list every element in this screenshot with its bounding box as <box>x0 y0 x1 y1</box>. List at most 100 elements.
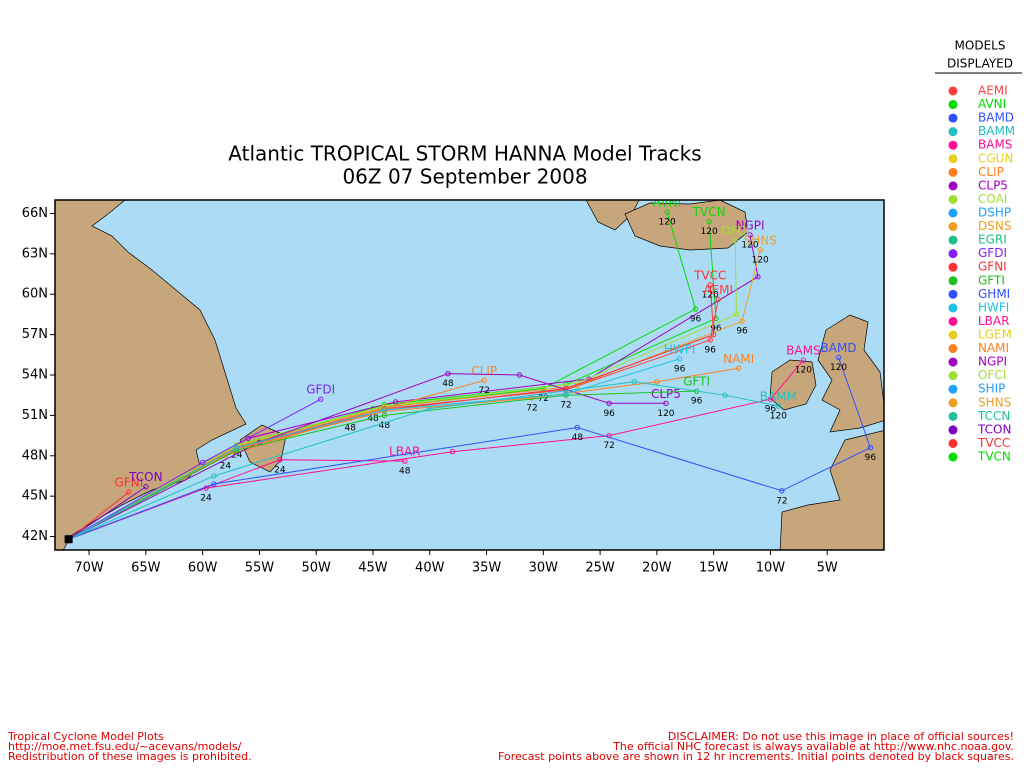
hour-label: 96 <box>603 409 615 419</box>
track-point <box>664 209 670 215</box>
footer-left: Tropical Cyclone Model Plots <box>7 730 164 743</box>
hour-label: 120 <box>830 363 847 373</box>
track-point <box>654 379 660 385</box>
hour-label: 96 <box>691 397 703 407</box>
legend-dot <box>948 86 958 96</box>
legend-label: NGPI <box>978 355 1007 369</box>
track-point <box>199 459 206 466</box>
hour-label: 72 <box>526 403 537 413</box>
track-point <box>245 435 251 441</box>
track-point <box>143 484 149 490</box>
hour-label: 72 <box>603 441 614 451</box>
legend-label: OFCI <box>978 368 1006 382</box>
hour-label: 96 <box>674 364 686 374</box>
track-point <box>755 274 761 280</box>
legend-label: GFDI <box>978 246 1007 260</box>
hour-label: 48 <box>572 433 584 443</box>
legend-dot <box>948 113 958 123</box>
hour-label: 48 <box>345 424 357 434</box>
hour-label: 24 <box>200 494 212 504</box>
legend-label: COAI <box>978 192 1007 206</box>
hour-label: 96 <box>690 315 702 325</box>
hour-label: 96 <box>705 346 717 356</box>
track-label: SHNS <box>744 233 777 247</box>
track-label: OFCI <box>721 224 749 238</box>
legend-dot <box>948 181 958 191</box>
x-tick-label: 30W <box>529 561 559 576</box>
legend-label: LBAR <box>978 314 1009 328</box>
legend-label: BAMM <box>978 124 1015 138</box>
legend-dot <box>948 167 958 177</box>
track-point <box>739 318 745 324</box>
x-tick-label: 70W <box>74 561 104 576</box>
track-label: AEMI <box>703 283 733 297</box>
footer-right: Forecast points above are shown in 12 hr… <box>498 750 1014 763</box>
x-tick-label: 65W <box>131 561 161 576</box>
track-point <box>713 315 719 322</box>
iceland <box>624 200 749 251</box>
legend-label: TCON <box>977 422 1011 436</box>
y-tick-label: 66N <box>22 206 48 221</box>
track-label: AVNI <box>653 196 681 210</box>
hour-label: 120 <box>657 409 674 419</box>
x-tick-label: 40W <box>415 561 445 576</box>
legend-dot <box>948 140 958 150</box>
track-point <box>747 232 753 238</box>
hour-label: 24 <box>274 465 286 475</box>
track-label: BAMD <box>821 341 857 355</box>
track-point <box>732 237 738 244</box>
legend-label: DSHP <box>978 206 1011 220</box>
track-point <box>735 365 742 371</box>
track-point <box>707 337 713 343</box>
subtitle: 06Z 07 September 2008 <box>342 165 587 189</box>
track-point <box>835 354 842 361</box>
track-point <box>233 444 240 451</box>
track-point <box>757 247 763 253</box>
hour-label: 72 <box>560 401 571 411</box>
legend-dot <box>948 330 958 340</box>
track-line <box>68 373 666 540</box>
legend-dot <box>948 357 958 367</box>
track-point <box>277 457 283 463</box>
hour-label: 120 <box>770 411 787 421</box>
track-label: GFDI <box>306 383 335 397</box>
legend-label: CGUN <box>978 151 1013 165</box>
track-line <box>68 491 130 540</box>
hour-label: 96 <box>710 324 722 334</box>
tracks: 24487296120AVNI96120TVCN120NGPI96120SHNS… <box>64 196 876 544</box>
hour-label: 96 <box>736 327 748 337</box>
legend-label: GHMI <box>978 287 1010 301</box>
x-tick-label: 10W <box>756 561 786 576</box>
track-line <box>68 381 779 540</box>
legend-dot <box>948 289 958 299</box>
hour-label: 48 <box>367 414 379 424</box>
footer-left: Redistribution of these images is prohib… <box>8 750 252 763</box>
legend-dot <box>948 398 958 408</box>
x-tick-label: 15W <box>699 561 729 576</box>
track-point <box>676 356 683 362</box>
y-tick-label: 54N <box>22 368 48 383</box>
track-label: CLIP <box>471 364 497 378</box>
track-point <box>481 377 487 384</box>
hour-label: 120 <box>701 227 718 237</box>
x-tick-label: 25W <box>585 561 615 576</box>
track-point <box>318 396 324 402</box>
legend-dot <box>948 222 958 232</box>
hour-label: 48 <box>399 467 411 477</box>
legend-label: TVCN <box>977 450 1011 464</box>
track-point <box>449 449 456 455</box>
hour-label: 96 <box>765 405 777 415</box>
track-point <box>631 379 637 385</box>
legend-dot <box>948 208 958 218</box>
track-label: TCON <box>128 470 162 484</box>
legend-label: GFTI <box>978 273 1005 287</box>
legend-label: BAMD <box>978 111 1014 125</box>
hour-label: 72 <box>776 496 787 506</box>
track-point <box>381 412 388 419</box>
track-point <box>779 488 785 494</box>
track-point <box>211 473 217 479</box>
track-line <box>68 359 804 540</box>
legend-dot <box>948 452 958 462</box>
legend-label: AVNI <box>978 97 1006 111</box>
